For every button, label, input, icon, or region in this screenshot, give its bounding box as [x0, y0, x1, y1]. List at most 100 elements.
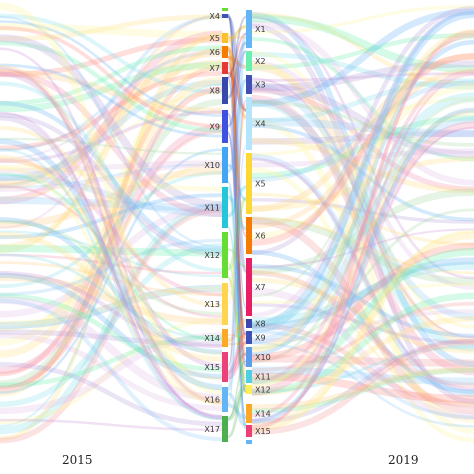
flow-in-left	[0, 196, 223, 212]
flow-between	[227, 263, 247, 379]
flow-between	[227, 195, 247, 231]
flow-out-right	[251, 115, 474, 179]
flow-out-right	[251, 107, 474, 424]
flow-out-right	[251, 14, 474, 74]
flow-between	[227, 145, 247, 405]
flow-out-right	[251, 322, 474, 408]
flow-in-left	[0, 49, 223, 186]
left-node-bar	[222, 283, 228, 325]
flow-between	[227, 76, 247, 427]
flow-in-left	[0, 332, 223, 415]
flow-out-right	[251, 148, 474, 168]
flow-in-left	[0, 59, 223, 190]
flow-between	[227, 99, 247, 368]
flow-out-right	[251, 270, 474, 388]
right-node-bar	[246, 319, 252, 328]
flow-out-right	[251, 121, 474, 396]
flow-out-right	[251, 372, 474, 403]
flow-in-left	[0, 243, 223, 408]
flow-in-left	[0, 46, 223, 397]
flow-in-left	[0, 111, 223, 418]
flow-in-left	[0, 45, 223, 106]
flow-between	[227, 248, 247, 268]
flow-out-right	[251, 301, 474, 372]
flow-in-left	[0, 244, 223, 257]
right-node-label: X9	[255, 334, 266, 343]
flow-in-left	[0, 13, 223, 94]
flow-between	[227, 403, 247, 420]
flow-out-right	[251, 51, 474, 329]
flow-in-left	[0, 14, 223, 230]
flow-out-right	[251, 126, 474, 422]
flow-out-right	[251, 198, 474, 224]
left-node-bar	[222, 187, 228, 228]
flow-between	[227, 32, 247, 377]
flow-out-right	[251, 96, 474, 157]
flow-out-right	[251, 118, 474, 138]
flow-in-left	[0, 40, 223, 133]
flow-between	[227, 331, 247, 374]
flow-in-left	[0, 91, 223, 201]
flow-in-left	[0, 284, 223, 330]
flow-in-left	[0, 274, 223, 326]
flow-in-left	[0, 48, 223, 161]
flow-between	[226, 15, 248, 112]
flow-between	[227, 391, 247, 428]
left-node-bar	[222, 147, 228, 183]
left-node-label: X9	[209, 123, 220, 132]
flow-between	[227, 55, 247, 69]
flow-between	[227, 49, 247, 340]
flow-out-right	[251, 63, 474, 345]
right-node-bar	[246, 75, 252, 94]
flow-in-left	[0, 20, 223, 117]
flow-in-left	[0, 193, 223, 240]
left-axis-year: 2015	[62, 453, 93, 467]
flow-out-right	[251, 87, 474, 192]
flow-out-right	[251, 287, 474, 421]
flow-in-left	[0, 164, 223, 192]
flow-out-right	[251, 72, 474, 82]
flow-out-right	[251, 23, 474, 405]
flow-between	[227, 32, 247, 75]
flow-out-right	[251, 247, 474, 385]
flow-in-left	[0, 271, 223, 349]
flow-out-right	[251, 261, 474, 326]
flow-out-right	[251, 20, 474, 186]
flow-in-left	[0, 98, 223, 387]
flow-out-right	[251, 4, 474, 35]
flow-in-left	[0, 171, 223, 289]
flow-between	[227, 318, 247, 343]
flow-in-left	[0, 71, 223, 369]
left-node-bar	[222, 62, 228, 74]
flow-out-right	[251, 257, 474, 332]
flow-out-right	[251, 309, 474, 343]
flow-out-right	[251, 33, 474, 418]
flow-out-right	[251, 116, 474, 345]
flow-in-left	[0, 173, 223, 217]
flow-between	[227, 341, 247, 377]
flow-out-right	[251, 366, 474, 385]
flow-in-left	[0, 219, 223, 316]
flow-between	[227, 131, 247, 418]
left-node-label: X5	[209, 34, 220, 43]
flow-in-left	[0, 137, 223, 155]
flow-in-left	[0, 231, 223, 362]
right-node-label: X15	[255, 427, 271, 436]
flow-between	[227, 181, 247, 383]
left-node-label: X8	[209, 87, 220, 96]
flow-in-left	[0, 69, 223, 114]
flow-out-right	[251, 10, 474, 329]
flow-in-left	[0, 130, 223, 390]
right-node-label: X12	[255, 386, 271, 395]
flow-out-right	[251, 69, 474, 385]
flow-out-right	[251, 188, 474, 275]
left-node-label: X4	[209, 12, 220, 21]
flow-out-right	[251, 100, 474, 147]
flow-out-right	[251, 315, 474, 396]
flow-out-right	[251, 250, 474, 394]
flow-in-left	[0, 148, 223, 394]
flow-in-left	[0, 238, 223, 297]
flow-in-left	[0, 418, 223, 431]
right-node-label: X2	[255, 57, 266, 66]
right-node-label: X7	[255, 283, 266, 292]
